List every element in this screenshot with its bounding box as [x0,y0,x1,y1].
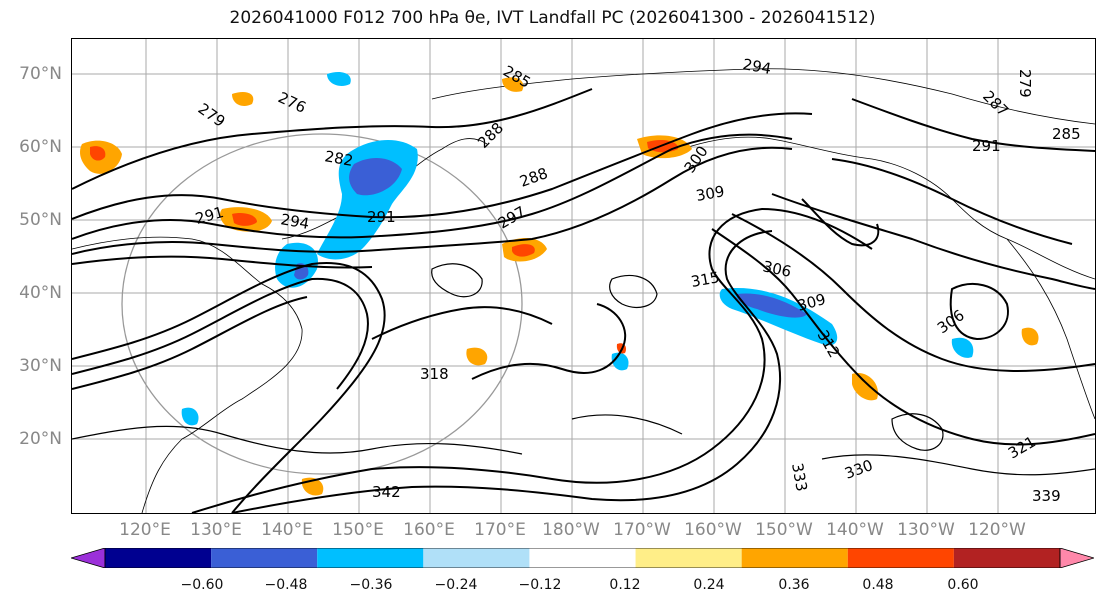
contour-label: 287 [979,87,1012,120]
contour-label: 294 [741,55,772,78]
colorbar-tick: −0.24 [434,577,478,593]
colorbar-segment [529,548,636,568]
lat-label-40: 40°N [19,283,62,303]
graticule [72,39,1095,513]
range-ring [121,133,523,475]
lon-label-160e: 160°E [403,520,455,540]
lon-label-140e: 140°E [261,520,313,540]
colorbar-tick: −0.12 [518,577,562,593]
lat-label-60: 60°N [19,137,62,157]
lon-label-150w: 150°W [755,520,813,540]
colorbar-segment [105,548,212,568]
contour-label: 339 [1032,487,1061,505]
contour-labels: 276 279 282 285 288 288 291 291 294 294 … [193,55,1080,505]
colorbar-tick: 0.12 [609,577,641,593]
lon-label-120e: 120°E [119,520,171,540]
thin-contours [72,263,1095,476]
contour-label: 330 [842,456,875,483]
contour-label: 342 [372,483,401,501]
contour-label: 288 [517,164,550,191]
colorbar-segment [317,548,424,568]
contour-label: 306 [761,257,793,281]
lat-label-20: 20°N [19,429,62,449]
colorbar-segment [423,548,530,568]
colorbar-extend-max [1059,548,1094,568]
colorbar-tick: 0.48 [862,577,894,593]
colorbar-segments [71,548,1094,568]
colorbar-segment [847,548,954,568]
colorbar-outline [104,548,1061,568]
colorbar [71,548,1094,568]
colorbar-segment [211,548,318,568]
lat-label-50: 50°N [19,210,62,230]
contour-label: 309 [695,182,726,205]
colorbar-tick: −0.48 [264,577,308,593]
contour-label: 276 [275,88,309,116]
lon-label-180w: 180°W [542,520,600,540]
lon-label-130e: 130°E [190,520,242,540]
lon-label-160w: 160°W [684,520,742,540]
colorbar-tick: 0.60 [947,577,979,593]
lon-label-130w: 130°W [897,520,955,540]
lon-label-120w: 120°W [968,520,1026,540]
lon-label-150e: 150°E [332,520,384,540]
contour-label: 309 [795,290,827,315]
colorbar-tick: 0.24 [693,577,725,593]
contour-label: 291 [193,203,225,228]
map-title: 2026041000 F012 700 hPa θe, IVT Landfall… [229,8,876,28]
lon-label-170e: 170°E [474,520,526,540]
contour-label: 279 [1016,69,1034,98]
contour-label: 315 [690,268,721,291]
contour-label: 279 [195,100,229,131]
colorbar-extend-min [71,548,106,568]
contour-label: 297 [495,203,529,233]
contour-label: 294 [279,210,310,233]
lon-label-170w: 170°W [613,520,671,540]
theta-e-contours [72,88,1095,513]
coastlines [72,68,1095,513]
colorbar-tick: −0.60 [180,577,224,593]
colorbar-segment [635,548,742,568]
map-panel: 276 279 282 285 288 288 291 291 294 294 … [71,38,1096,514]
colorbar-segment [741,548,848,568]
contour-label: 285 [1052,125,1081,143]
lon-label-140w: 140°W [826,520,884,540]
contour-label: 291 [972,137,1001,155]
contour-label: 321 [1005,433,1039,463]
colorbar-segment [953,548,1060,568]
contour-label: 318 [420,365,449,383]
contour-label: 291 [367,208,396,226]
lat-label-70: 70°N [19,64,62,84]
colorbar-tick: 0.36 [778,577,810,593]
contour-label: 282 [323,147,354,170]
lat-label-30: 30°N [19,356,62,376]
contour-label: 333 [788,462,811,493]
map-svg: 276 279 282 285 288 288 291 291 294 294 … [72,39,1095,513]
colorbar-tick: −0.36 [349,577,393,593]
